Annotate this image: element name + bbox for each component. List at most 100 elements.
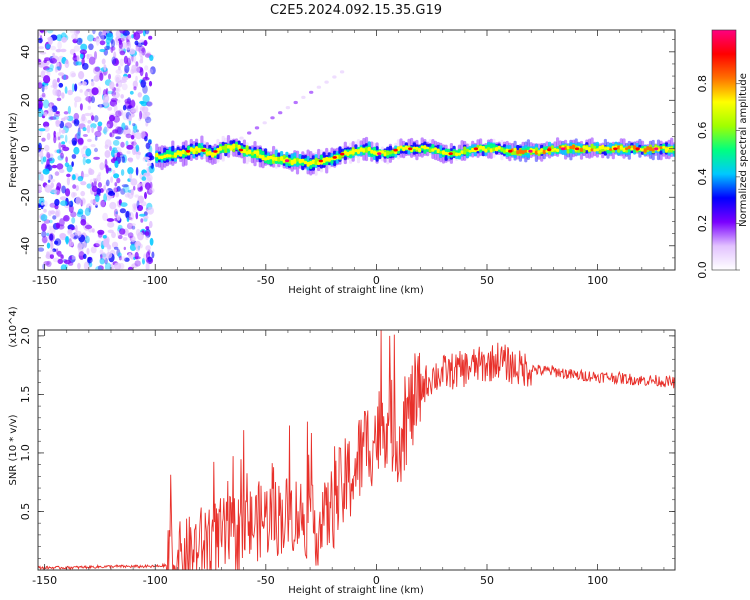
noise-speckle bbox=[81, 241, 87, 249]
noise-speckle bbox=[38, 128, 46, 132]
noise-speckle bbox=[120, 141, 125, 148]
noise-speckle bbox=[39, 30, 44, 33]
noise-speckle bbox=[64, 134, 68, 143]
noise-speckle bbox=[110, 176, 114, 183]
noise-speckle bbox=[142, 30, 146, 37]
x-tick-label: -50 bbox=[257, 274, 275, 287]
noise-speckle bbox=[110, 97, 118, 103]
noise-speckle bbox=[79, 89, 83, 93]
noise-speckle bbox=[44, 144, 50, 152]
noise-speckle bbox=[76, 131, 81, 140]
colorbar-tick-label: 0.6 bbox=[696, 122, 709, 140]
noise-speckle bbox=[146, 188, 153, 195]
y-tick-label: 40 bbox=[19, 45, 32, 59]
noise-speckle bbox=[142, 84, 148, 94]
ridge-cell bbox=[468, 150, 472, 153]
noise-speckle bbox=[80, 181, 87, 186]
noise-speckle bbox=[104, 238, 110, 244]
ridge-cell bbox=[640, 148, 645, 152]
noise-speckle bbox=[90, 246, 97, 254]
noise-speckle bbox=[41, 84, 45, 93]
ridge-cell bbox=[205, 151, 209, 155]
ridge-cell bbox=[155, 152, 159, 158]
colorbar-label: Normalized spectral amplitude bbox=[738, 73, 749, 227]
colorbar: 0.0 0.2 0.4 0.6 0.8 Normalized spectral ampl… bbox=[696, 29, 749, 279]
ridge-cell bbox=[301, 158, 305, 163]
colorbar-tick-label: 0.0 bbox=[696, 261, 709, 279]
noise-speckle bbox=[105, 32, 114, 41]
noise-speckle bbox=[59, 232, 66, 239]
noise-speckle bbox=[144, 191, 147, 200]
noise-speckle bbox=[90, 96, 95, 104]
noise-speckle bbox=[78, 251, 85, 260]
noise-speckle bbox=[97, 121, 103, 127]
noise-speckle bbox=[85, 95, 93, 102]
noise-speckle bbox=[109, 263, 114, 270]
ridge-peak bbox=[393, 148, 398, 152]
x-tick-label: -150 bbox=[32, 574, 57, 587]
ridge-cell bbox=[524, 149, 528, 153]
noise-speckle bbox=[86, 124, 91, 134]
colorbar-tick-label: 0.4 bbox=[696, 168, 709, 186]
noise-speckle bbox=[103, 64, 107, 71]
snr-series-line bbox=[38, 330, 675, 570]
ridge-cell bbox=[595, 148, 599, 152]
noise-speckle bbox=[69, 241, 74, 247]
noise-speckle bbox=[87, 34, 94, 42]
ridge-cell bbox=[179, 151, 183, 157]
ridge-cell bbox=[322, 157, 326, 164]
ridge-cell bbox=[211, 152, 215, 158]
noise-speckle bbox=[135, 245, 141, 252]
noise-speckle bbox=[106, 252, 113, 259]
noise-speckle bbox=[66, 176, 70, 186]
ridge-cell bbox=[487, 147, 491, 151]
noise-speckle bbox=[84, 224, 93, 230]
noise-speckle bbox=[324, 80, 329, 84]
noise-speckle bbox=[128, 223, 136, 227]
noise-speckle bbox=[40, 214, 48, 222]
noise-speckle bbox=[142, 76, 150, 81]
ridge-cell bbox=[364, 147, 369, 153]
ridge-cell bbox=[500, 147, 504, 152]
ridge-cell bbox=[248, 149, 252, 155]
noise-speckle bbox=[111, 241, 119, 249]
noise-speckle bbox=[95, 266, 103, 270]
noise-speckle bbox=[55, 111, 60, 114]
noise-speckle bbox=[97, 182, 102, 188]
noise-speckle bbox=[54, 67, 58, 73]
noise-speckle bbox=[39, 97, 44, 102]
noise-speckle bbox=[142, 257, 145, 265]
noise-speckle bbox=[48, 232, 55, 242]
ridge-cell bbox=[165, 153, 169, 158]
noise-speckle bbox=[55, 222, 61, 229]
noise-speckle bbox=[130, 134, 135, 140]
noise-speckle bbox=[58, 82, 64, 88]
ridge-cell bbox=[277, 156, 281, 162]
noise-speckle bbox=[99, 249, 104, 255]
noise-speckle bbox=[86, 248, 90, 255]
ridge-cell bbox=[492, 147, 496, 152]
noise-speckle bbox=[262, 121, 267, 125]
noise-speckle bbox=[125, 210, 130, 219]
noise-speckle bbox=[61, 141, 66, 145]
noise-speckle bbox=[54, 171, 60, 176]
ridge-cell bbox=[471, 147, 475, 153]
x-tick-label: 50 bbox=[480, 574, 494, 587]
noise-speckle bbox=[94, 51, 97, 60]
noise-speckle bbox=[116, 87, 121, 93]
colorbar-tick-label: 0.8 bbox=[696, 75, 709, 93]
noise-speckle bbox=[137, 151, 141, 156]
ridge-cell bbox=[609, 148, 613, 151]
noise-speckle bbox=[85, 148, 92, 157]
noise-speckle bbox=[122, 237, 128, 241]
ridge-cell bbox=[465, 148, 469, 152]
noise-speckle bbox=[91, 185, 98, 193]
noise-speckle bbox=[57, 258, 64, 265]
noise-speckle bbox=[58, 168, 65, 174]
noise-speckle bbox=[132, 206, 138, 213]
ridge-cell bbox=[218, 146, 223, 151]
noise-speckle bbox=[130, 178, 138, 186]
noise-speckle bbox=[149, 237, 154, 246]
noise-speckle bbox=[76, 37, 83, 46]
